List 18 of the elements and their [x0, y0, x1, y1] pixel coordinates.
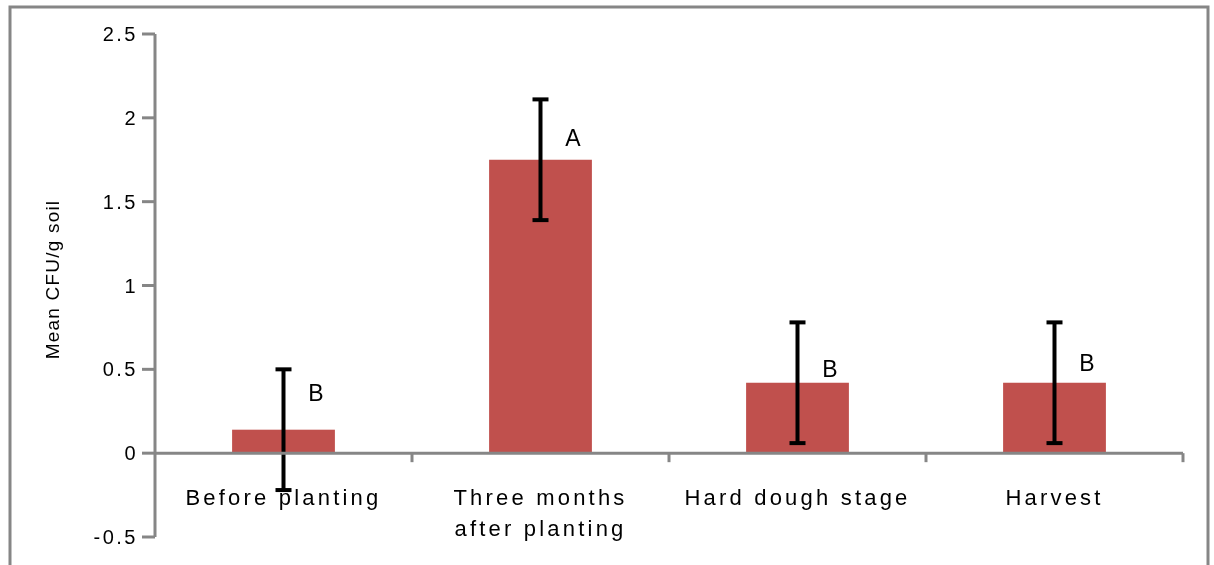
y-tick-label: 1	[124, 274, 138, 297]
x-tick-label: Hard dough stage	[684, 485, 911, 511]
bar	[232, 429, 335, 454]
y-tick-label: 2.5	[102, 23, 138, 45]
x-tick-label: Before planting	[185, 485, 382, 511]
y-tick-label: -0.5	[93, 526, 138, 548]
y-tick-label: 2	[124, 106, 138, 129]
y-tick-label: 0.5	[102, 358, 138, 381]
y-tick-label: 1.5	[102, 190, 138, 213]
y-tick-label: 0	[124, 442, 138, 465]
annotation: B	[308, 379, 325, 406]
x-tick-label: Three months after planting	[453, 485, 628, 542]
annotation: B	[1079, 349, 1096, 376]
annotation: B	[822, 356, 839, 383]
x-tick-label: Harvest	[1005, 485, 1104, 511]
annotation: A	[565, 124, 582, 151]
y-axis-title: Mean CFU/g soil	[41, 199, 63, 360]
bar	[489, 159, 592, 454]
